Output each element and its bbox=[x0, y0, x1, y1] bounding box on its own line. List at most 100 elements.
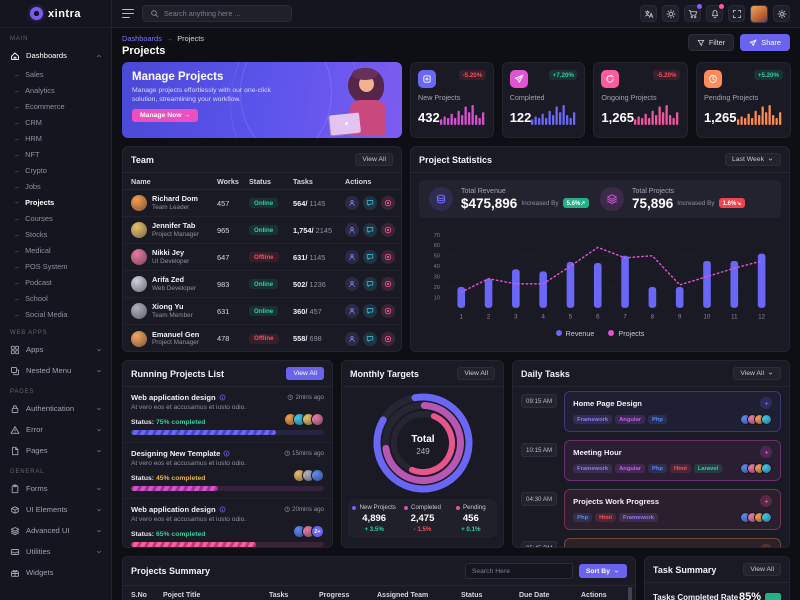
project-statistics-chart: 10 20 30 40 50 60 70 1 2 3 4 5 6 7 8 9 10 11 12 bbox=[411, 222, 789, 327]
record-action-icon[interactable] bbox=[381, 331, 395, 346]
filter-button[interactable]: Filter bbox=[687, 34, 735, 51]
sidebar-subitem-pos-system[interactable]: – POS System bbox=[0, 258, 111, 274]
message-action-icon[interactable] bbox=[363, 304, 377, 318]
brand-logo[interactable]: xintra bbox=[0, 0, 111, 28]
team-view-all-button[interactable]: View All bbox=[355, 153, 393, 166]
add-task-icon[interactable] bbox=[760, 495, 772, 507]
progress-bar bbox=[131, 430, 324, 435]
sidebar-item-advanced-ui[interactable]: Advanced UI bbox=[0, 520, 111, 541]
user-action-icon[interactable] bbox=[345, 277, 359, 291]
task-summary-view-all-button[interactable]: View All bbox=[743, 563, 781, 576]
project-statistics-card: Project Statistics Last Week Total Reven… bbox=[410, 146, 790, 352]
breadcrumb-dashboards[interactable]: Dashboards bbox=[122, 34, 162, 43]
sidebar-section-label: MAIN bbox=[10, 36, 29, 42]
manage-now-button[interactable]: Manage Now → bbox=[132, 109, 199, 123]
record-action-icon[interactable] bbox=[381, 277, 395, 291]
sidebar-item-apps[interactable]: Apps bbox=[0, 339, 111, 360]
sidebar-subitem-crm[interactable]: – CRM bbox=[0, 114, 111, 130]
sidebar-subitem-courses[interactable]: – Courses bbox=[0, 210, 111, 226]
daily-task-card[interactable]: Status Updation by Team LeadsFrameworkAn… bbox=[564, 538, 781, 547]
message-action-icon[interactable] bbox=[363, 250, 377, 264]
member-tasks: 502/ 1236 bbox=[293, 279, 326, 289]
user-action-icon[interactable] bbox=[345, 331, 359, 346]
home-icon bbox=[10, 51, 20, 61]
running-project-title: Web application design bbox=[131, 505, 226, 514]
sidebar-subitem-medical[interactable]: – Medical bbox=[0, 242, 111, 258]
notifications-bell-icon[interactable] bbox=[706, 4, 724, 22]
daily-tasks-view-all-button[interactable]: View All bbox=[733, 367, 781, 380]
message-action-icon[interactable] bbox=[363, 277, 377, 291]
share-button-label: Share bbox=[761, 38, 781, 47]
table-scrollbar[interactable] bbox=[628, 587, 632, 600]
running-project-time: 2mins ago bbox=[287, 394, 324, 401]
add-task-icon[interactable] bbox=[760, 544, 772, 547]
search-input[interactable] bbox=[164, 9, 284, 18]
daily-task-card[interactable]: Projects Work Progress Php Html Framework bbox=[564, 489, 781, 530]
sidebar-subitem-hrm[interactable]: – HRM bbox=[0, 130, 111, 146]
monthly-targets-card: Monthly Targets View All Total 249 New Pr… bbox=[341, 360, 504, 548]
sidebar-subitem-stocks[interactable]: – Stocks bbox=[0, 226, 111, 242]
sidebar-subitem-social-media[interactable]: – Social Media bbox=[0, 306, 111, 322]
message-action-icon[interactable] bbox=[363, 223, 377, 237]
sidebar-item-utilities[interactable]: Utilities bbox=[0, 541, 111, 562]
sidebar-item-dashboards[interactable]: Dashboards bbox=[0, 45, 111, 66]
sidebar-item-forms[interactable]: Forms bbox=[0, 478, 111, 499]
cart-icon[interactable] bbox=[684, 4, 702, 22]
theme-sun-icon[interactable] bbox=[662, 5, 679, 22]
sort-by-button[interactable]: Sort By bbox=[578, 564, 627, 578]
monthly-targets-view-all-button[interactable]: View All bbox=[457, 367, 495, 380]
manage-projects-banner: Manage Projects Manage projects effortle… bbox=[122, 62, 402, 138]
sidebar-subitem-nft[interactable]: – NFT bbox=[0, 146, 111, 162]
widget-icon bbox=[10, 568, 20, 578]
sidebar-subitem-jobs[interactable]: – Jobs bbox=[0, 178, 111, 194]
message-action-icon[interactable] bbox=[363, 196, 377, 210]
record-action-icon[interactable] bbox=[381, 196, 395, 210]
sidebar-item-authentication[interactable]: Authentication bbox=[0, 398, 111, 419]
sidebar-subitem-label: Crypto bbox=[25, 165, 47, 175]
user-action-icon[interactable] bbox=[345, 304, 359, 318]
sidebar-subitem-crypto[interactable]: – Crypto bbox=[0, 162, 111, 178]
user-action-icon[interactable] bbox=[345, 250, 359, 264]
sidebar-subitem-ecommerce[interactable]: – Ecommerce bbox=[0, 98, 111, 114]
projects-summary-search-input[interactable] bbox=[464, 563, 573, 579]
sidebar-nav: MAIN Dashboards – Sales – Analytics – Ecommerce… bbox=[0, 28, 111, 583]
record-action-icon[interactable] bbox=[381, 250, 395, 264]
user-action-icon[interactable] bbox=[345, 223, 359, 237]
add-task-icon[interactable] bbox=[760, 446, 772, 458]
settings-gear-icon[interactable] bbox=[773, 5, 790, 22]
share-button[interactable]: Share bbox=[740, 34, 790, 51]
sidebar-item-ui-elements[interactable]: UI Elements bbox=[0, 499, 111, 520]
sidebar-section-label: PAGES bbox=[10, 389, 35, 395]
user-action-icon[interactable] bbox=[345, 196, 359, 210]
sidebar-subitem-school[interactable]: – School bbox=[0, 290, 111, 306]
user-avatar[interactable] bbox=[750, 4, 768, 23]
daily-task-card[interactable]: Meeting Hour Framework Angular Php Html Larav… bbox=[564, 440, 781, 481]
menu-toggle-icon[interactable] bbox=[122, 8, 134, 19]
daily-task-card[interactable]: Home Page Design Framework Angular Php bbox=[564, 391, 781, 432]
sidebar-item-error[interactable]: Error bbox=[0, 419, 111, 440]
range-select-button[interactable]: Last Week bbox=[725, 153, 781, 166]
global-search[interactable] bbox=[142, 5, 292, 22]
legend-dot bbox=[608, 330, 615, 337]
dash-marker: – bbox=[15, 229, 20, 239]
add-task-icon[interactable] bbox=[760, 397, 772, 409]
sidebar-subitem-sales[interactable]: – Sales bbox=[0, 66, 111, 82]
translate-icon[interactable] bbox=[640, 5, 657, 22]
sidebar-subitem-podcast[interactable]: – Podcast bbox=[0, 274, 111, 290]
dash-marker: – bbox=[15, 85, 20, 95]
sidebar-item-pages[interactable]: Pages bbox=[0, 440, 111, 461]
legend-dot bbox=[404, 505, 409, 510]
stat-label: Completed bbox=[509, 93, 545, 102]
running-projects-view-all-button[interactable]: View All bbox=[286, 367, 324, 380]
fullscreen-icon[interactable] bbox=[728, 5, 745, 22]
member-role: Project Manager bbox=[152, 230, 199, 238]
message-action-icon[interactable] bbox=[363, 331, 377, 346]
sidebar-item-widgets[interactable]: Widgets bbox=[0, 562, 111, 583]
record-action-icon[interactable] bbox=[381, 223, 395, 237]
record-action-icon[interactable] bbox=[381, 304, 395, 318]
sidebar-subitem-projects[interactable]: – Projects bbox=[0, 194, 111, 210]
sidebar-item-nested-menu[interactable]: Nested Menu bbox=[0, 360, 111, 381]
projects-summary-table-header: S.No Poject Title Tasks Progress Assigned Te… bbox=[123, 586, 635, 600]
summary-column-header: Due Date bbox=[519, 592, 550, 599]
sidebar-subitem-analytics[interactable]: – Analytics bbox=[0, 82, 111, 98]
